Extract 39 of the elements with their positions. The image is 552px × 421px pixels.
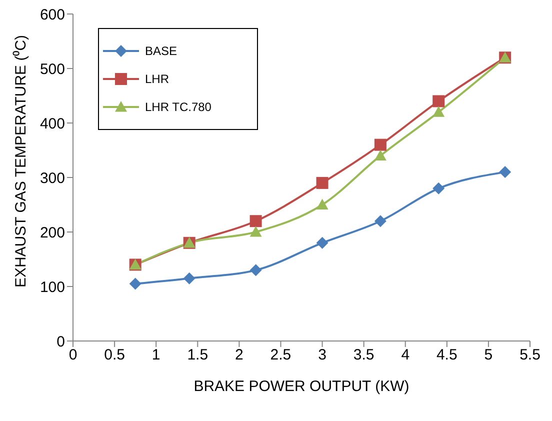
x-tick-label: 2 [235, 346, 244, 364]
x-tick-label: 3.5 [353, 346, 374, 364]
x-tick-label: 5.5 [520, 346, 540, 364]
point [374, 138, 386, 151]
x-tick-label: 0.5 [104, 346, 125, 364]
y-axis-title: EXHAUST GAS TEMPERATURE (⁰C) [12, 34, 30, 288]
x-tick-label: 4 [401, 346, 410, 364]
y-tick-label: 600 [40, 6, 65, 24]
x-tick-label: 4.5 [436, 346, 458, 364]
point [432, 106, 445, 117]
legend-label: LHR TC.780 [145, 99, 212, 116]
point [499, 166, 512, 178]
point [183, 272, 196, 284]
point [250, 226, 262, 237]
point [432, 182, 445, 194]
x-tick-label: 1 [152, 346, 160, 364]
y-tick-label: 0 [56, 333, 65, 350]
x-tick-label: 2.5 [270, 346, 292, 364]
point [316, 198, 328, 210]
y-tick-label: 100 [40, 278, 65, 296]
x-axis-title: BRAKE POWER OUTPUT (KW) [194, 378, 410, 395]
legend-label: LHR [145, 71, 170, 88]
y-tick-label: 200 [40, 224, 65, 242]
point [316, 176, 328, 189]
x-tick-label: 5 [484, 346, 493, 364]
point [374, 215, 386, 228]
y-tick-label: 500 [40, 60, 65, 78]
y-tick-label: 300 [40, 170, 65, 187]
point [129, 278, 142, 290]
point [374, 150, 386, 160]
legend-label: BASE [145, 43, 178, 60]
point [316, 236, 328, 249]
point [432, 95, 445, 108]
point [250, 215, 262, 228]
point [250, 264, 262, 276]
x-tick-label: 3 [318, 346, 326, 364]
x-tick-label: 0 [68, 346, 78, 364]
x-tick-label: 1.5 [187, 346, 208, 364]
y-tick-label: 400 [40, 115, 65, 132]
